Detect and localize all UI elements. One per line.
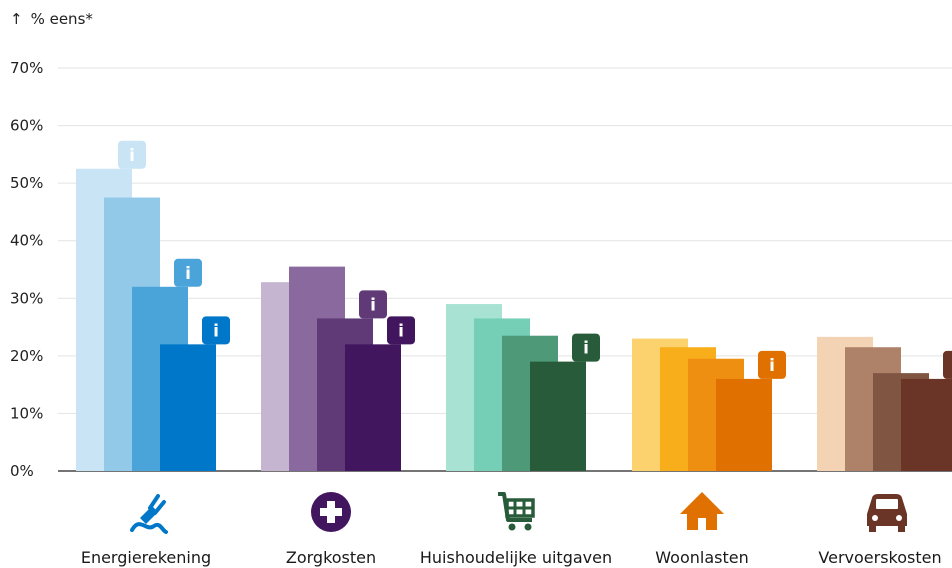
info-badge <box>118 140 146 169</box>
y-axis-label: % eens* <box>30 10 93 28</box>
info-marker: i <box>359 290 387 319</box>
arrow-up-icon: ↑ <box>10 10 23 28</box>
info-icon: i <box>370 295 376 315</box>
info-icon: i <box>398 321 404 341</box>
info-badge <box>174 258 202 287</box>
y-tick-label: 20% <box>10 347 43 365</box>
category-label: Woonlasten <box>655 548 748 567</box>
y-tick-label: 60% <box>10 117 43 135</box>
house-icon <box>680 492 724 530</box>
bar <box>160 344 216 471</box>
info-marker: i <box>118 140 146 169</box>
y-tick-label: 40% <box>10 232 43 250</box>
category-label: Zorgkosten <box>286 548 376 567</box>
info-icon: i <box>129 146 135 166</box>
plug-icon <box>130 494 168 534</box>
y-tick-label: 50% <box>10 174 43 192</box>
y-axis-title: ↑ % eens* <box>10 10 93 28</box>
info-marker: i <box>387 316 415 345</box>
info-badge <box>387 316 415 345</box>
info-marker: i <box>202 316 230 345</box>
medical-cross-icon <box>311 492 351 532</box>
info-marker: i <box>174 258 202 287</box>
info-badge <box>359 290 387 319</box>
info-icon: i <box>185 264 191 284</box>
info-marker: i <box>572 333 600 362</box>
info-badge <box>202 316 230 345</box>
bar <box>716 378 772 471</box>
info-icon: i <box>213 321 219 341</box>
bar <box>345 344 401 471</box>
info-badge <box>572 333 600 362</box>
y-tick-label: 0% <box>10 462 34 480</box>
y-tick-label: 70% <box>10 59 43 77</box>
bar <box>530 361 586 471</box>
info-badge <box>943 350 952 379</box>
info-marker: i <box>758 350 786 379</box>
info-marker: i <box>943 350 952 379</box>
y-tick-label: 30% <box>10 289 43 307</box>
category-label: Huishoudelijke uitgaven <box>420 548 612 567</box>
y-tick-label: 10% <box>10 404 43 422</box>
category-label: Vervoerskosten <box>818 548 941 567</box>
category-label: Energierekening <box>81 548 211 567</box>
car-icon <box>867 494 907 532</box>
info-icon: i <box>583 339 589 359</box>
info-icon: i <box>769 356 775 376</box>
info-badge <box>758 350 786 379</box>
bar <box>901 378 952 471</box>
shopping-cart-icon <box>498 492 535 531</box>
